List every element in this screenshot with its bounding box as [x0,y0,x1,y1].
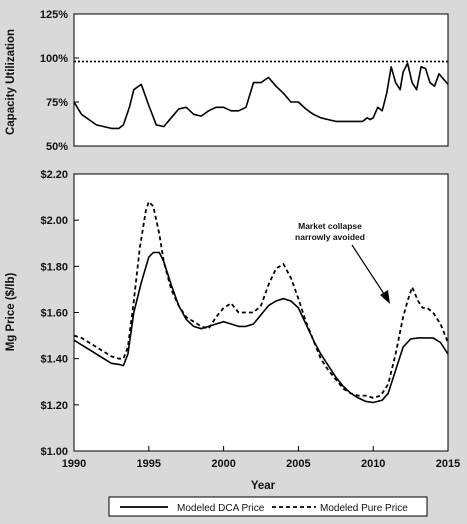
annotation-line-1: Market collapse [298,221,362,231]
top-y-ticks: 50% 75% 100% 125% [40,9,79,153]
top-series-solid-line [73,62,449,130]
bottom-y-ticks: $1.00 $1.20 $1.40 $1.60 $1.80 $2.00 $2.20 [40,169,79,458]
top-y-tick-label: 50% [46,141,68,153]
legend-label-pure: Modeled Pure Price [320,503,408,514]
bottom-y-tick-label: $1.40 [40,354,68,366]
bottom-y-tick-label: $2.20 [40,169,68,181]
top-series-group [73,60,449,130]
annotation-arrow [351,244,390,304]
bottom-series-group [73,200,449,404]
x-tick-label: 2000 [211,458,235,470]
legend-box [108,496,428,517]
legend: Modeled DCA Price Modeled Pure Price [108,496,428,517]
bottom-plot-area [73,173,449,452]
x-tick-label: 1995 [137,458,161,470]
annotation-line-2: narrowly avoided [295,232,365,242]
bottom-y-tick-label: $1.60 [40,308,68,320]
bottom-series-solid-line [73,251,449,404]
top-y-tick-label: 100% [40,53,68,65]
top-y-axis-label: Capacity Utilization [5,29,17,135]
x-tick-label: 2005 [286,458,310,470]
bottom-y-axis-label: Mg Price ($/lb) [5,273,17,352]
bottom-y-tick-label: $1.80 [40,261,68,273]
x-axis-label: Year [251,480,276,492]
x-tick-label: 2015 [436,458,460,470]
top-y-tick-label: 75% [46,97,68,109]
legend-label-dca: Modeled DCA Price [177,503,265,514]
bottom-y-tick-label: $1.20 [40,400,68,412]
bottom-series-dashed-line [73,200,449,399]
bottom-x-ticks: 1990 1995 2000 2005 2010 2015 [62,446,460,470]
top-plot-area [73,13,449,147]
bottom-y-tick-label: $1.00 [40,446,68,458]
bottom-y-tick-label: $2.00 [40,215,68,227]
x-tick-label: 2010 [361,458,385,470]
x-tick-label: 1990 [62,458,86,470]
top-y-tick-label: 125% [40,9,68,21]
